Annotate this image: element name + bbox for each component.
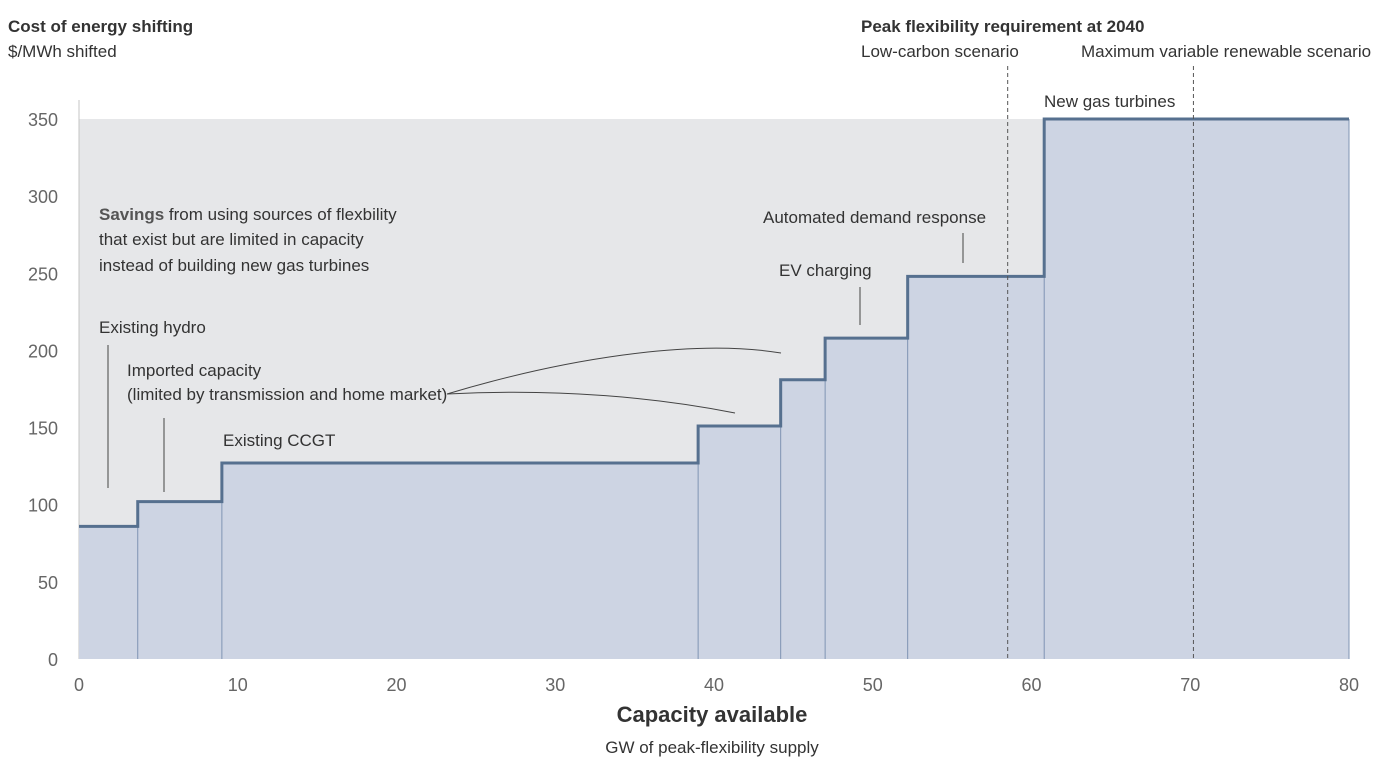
x-axis-label: Capacity available <box>617 702 808 727</box>
annotation-imported-line2: (limited by transmission and home market… <box>127 385 447 404</box>
savings-note-line2: that exist but are limited in capacity <box>99 230 364 249</box>
savings-note-line3: instead of building new gas turbines <box>99 256 369 275</box>
leader-imported-to-step4 <box>446 391 736 414</box>
leader-imported-to-step5 <box>446 347 782 395</box>
step-fill-1 <box>137 501 222 659</box>
y-tick-label: 150 <box>28 419 58 439</box>
x-tick-label: 60 <box>1021 675 1041 695</box>
y-tick-label: 0 <box>48 650 58 670</box>
x-tick-label: 30 <box>545 675 565 695</box>
x-tick-label: 80 <box>1339 675 1359 695</box>
savings-note-line1-rest: from using sources of flexbility <box>164 205 397 224</box>
y-tick-label: 50 <box>38 573 58 593</box>
x-tick-label: 10 <box>228 675 248 695</box>
y-tick-label: 200 <box>28 341 58 361</box>
x-tick-label: 50 <box>863 675 883 695</box>
step-fill-4 <box>780 379 826 659</box>
savings-note-bold: Savings <box>99 205 164 224</box>
x-tick-label: 40 <box>704 675 724 695</box>
step-fill-2 <box>221 463 699 659</box>
x-tick-label: 70 <box>1180 675 1200 695</box>
step-fill-6 <box>907 276 1045 659</box>
scenario-low-carbon-label: Low-carbon scenario <box>861 42 1019 61</box>
y-unit-label: $/MWh shifted <box>8 42 117 61</box>
x-ticks: 0 10 20 30 40 50 60 70 80 <box>74 675 1359 695</box>
chart-title: Cost of energy shifting <box>8 17 193 36</box>
y-tick-label: 100 <box>28 496 58 516</box>
peak-header: Peak flexibility requirement at 2040 <box>861 17 1144 36</box>
y-tick-label: 350 <box>28 110 58 130</box>
step-line <box>79 117 1349 528</box>
step-fill-7 <box>1044 119 1349 659</box>
x-tick-label: 0 <box>74 675 84 695</box>
scenario-max-renewable-label: Maximum variable renewable scenario <box>1081 42 1371 61</box>
annotation-imported-line1: Imported capacity <box>127 361 262 380</box>
y-tick-label: 300 <box>28 187 58 207</box>
step-fill-5 <box>825 338 908 659</box>
savings-note-line1: Savings from using sources of flexbility <box>99 205 397 224</box>
step-fills <box>79 119 1349 659</box>
annotation-automated-demand-response: Automated demand response <box>763 208 986 227</box>
x-axis-sublabel: GW of peak-flexibility supply <box>605 738 819 757</box>
scenario-lines <box>1007 66 1194 659</box>
y-tick-label: 250 <box>28 264 58 284</box>
step-dividers <box>137 119 1350 659</box>
y-ticks: 0 50 100 150 200 250 300 350 <box>28 110 58 670</box>
step-fill-0 <box>79 526 138 659</box>
annotation-existing-hydro: Existing hydro <box>99 318 206 337</box>
step-fill-3 <box>698 426 781 659</box>
annotation-new-gas-turbines: New gas turbines <box>1044 92 1175 111</box>
annotation-existing-ccgt: Existing CCGT <box>223 431 335 450</box>
annotation-ev-charging: EV charging <box>779 261 872 280</box>
x-tick-label: 20 <box>386 675 406 695</box>
